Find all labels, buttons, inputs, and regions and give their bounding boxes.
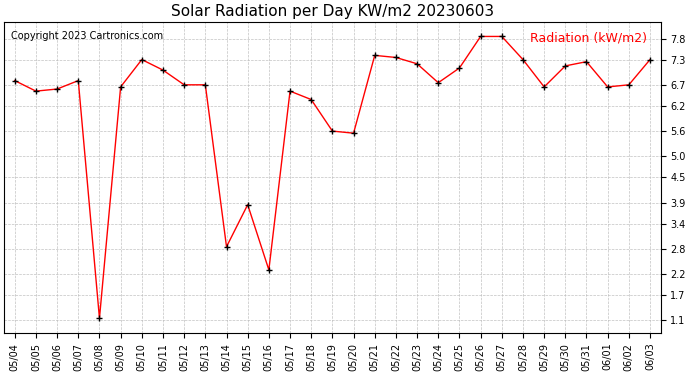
- Text: Copyright 2023 Cartronics.com: Copyright 2023 Cartronics.com: [11, 31, 163, 41]
- Text: Radiation (kW/m2): Radiation (kW/m2): [531, 31, 647, 44]
- Title: Solar Radiation per Day KW/m2 20230603: Solar Radiation per Day KW/m2 20230603: [171, 4, 494, 19]
